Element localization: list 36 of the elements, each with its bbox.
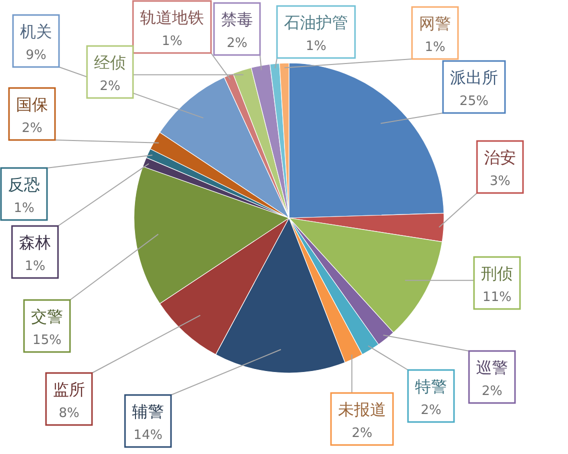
data-label: 1% [24, 259, 46, 274]
slice-label: 派出所 [450, 68, 498, 87]
slice-label: 反恐 [8, 175, 40, 194]
data-label: 2% [420, 403, 442, 418]
slice-label: 监所 [53, 380, 85, 399]
data-label: 3% [490, 174, 510, 189]
data-label: 11% [482, 290, 512, 305]
data-label: 2% [100, 79, 120, 94]
data-label: 2% [226, 36, 248, 51]
data-label: 9% [26, 48, 46, 63]
data-label: 2% [482, 384, 502, 399]
data-label: 2% [22, 121, 42, 136]
slice-label: 特警 [415, 377, 447, 396]
data-label: 2% [352, 426, 372, 441]
data-label: 1% [306, 39, 326, 54]
slice-label: 禁毒 [221, 10, 253, 29]
slice-label: 经侦 [94, 53, 126, 72]
slice-label: 石油护管 [284, 13, 348, 32]
data-label: 1% [14, 201, 34, 216]
slice-label: 机关 [20, 22, 52, 41]
slice-label: 刑侦 [481, 264, 513, 283]
data-label: 15% [32, 333, 62, 348]
data-label: 1% [162, 34, 182, 49]
data-label: 25% [460, 94, 488, 109]
slice-label: 未报道 [338, 400, 386, 419]
data-label: 14% [134, 428, 162, 443]
slice-label: 国保 [16, 95, 48, 114]
slice-label: 网警 [419, 14, 451, 33]
slice-label: 轨道地铁 [140, 8, 204, 27]
slice-label: 森林 [19, 233, 51, 252]
data-label: 1% [424, 40, 446, 55]
slice-label: 辅警 [132, 402, 164, 421]
slice-label: 治安 [484, 148, 516, 167]
slice-label: 交警 [31, 307, 63, 326]
slice-label: 巡警 [476, 358, 508, 377]
data-label: 8% [58, 406, 80, 421]
